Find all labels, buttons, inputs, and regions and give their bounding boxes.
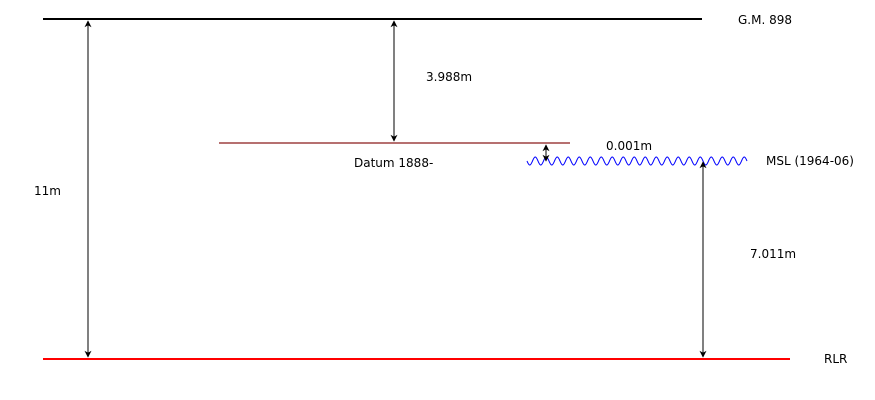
gm-label: G.M. 898 [738, 13, 792, 27]
msl-label: MSL (1964-06) [766, 154, 854, 168]
rlr-label: RLR [824, 352, 847, 366]
msl-wave-line [526, 156, 748, 166]
datum-to-msl-label: 0.001m [606, 139, 652, 153]
msl-to-rlr-label: 7.011m [750, 247, 796, 261]
datum-label: Datum 1888- [354, 156, 433, 170]
total-height-label: 11m [34, 184, 61, 198]
gm-to-datum-label: 3.988m [426, 70, 472, 84]
